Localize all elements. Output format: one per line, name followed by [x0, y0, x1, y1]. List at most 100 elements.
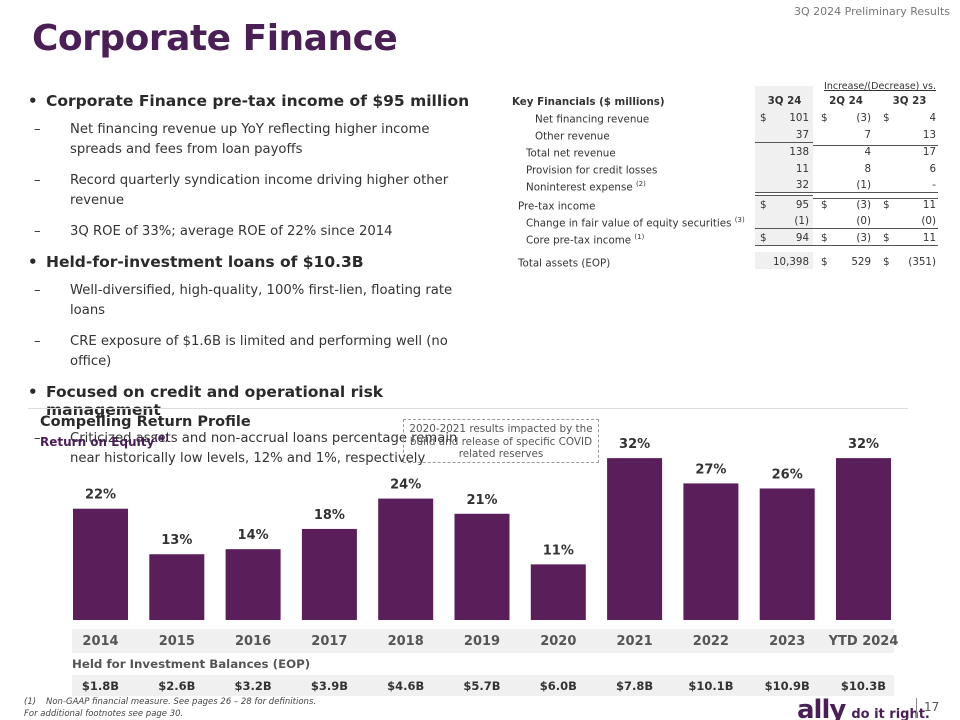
x-tick-label: 2022	[693, 634, 729, 649]
table-row: Total net revenue 138 4 17	[512, 142, 940, 159]
footnote-2: For additional footnotes see page 30.	[24, 709, 184, 719]
hfi-balances-label: Held for Investment Balances (EOP)	[72, 657, 311, 671]
bullet-pretax-income: • Corporate Finance pre-tax income of $95…	[28, 92, 470, 110]
row-label: Noninterest expense (2)	[526, 179, 646, 193]
cell-2q24: (0)	[813, 215, 875, 229]
table-row: Other revenue 37 7 13	[512, 125, 940, 142]
logo-wordmark: ally	[797, 695, 846, 720]
hfi-balance-value: $5.7B	[463, 679, 500, 693]
row-label: Change in fair value of equity securitie…	[526, 215, 745, 229]
x-tick-label: 2016	[235, 634, 271, 649]
bar-data-label: 26%	[772, 467, 803, 482]
cell-3q24: $94	[755, 229, 813, 246]
bar-data-label: 13%	[161, 533, 192, 548]
bar-2019	[454, 513, 510, 620]
bar-2022	[683, 483, 739, 620]
cell-3q23: (0)	[875, 215, 938, 229]
footnote-1: (1) Non-GAAP financial measure. See pages…	[24, 697, 317, 707]
col-header-2q24: 2Q 24	[829, 95, 863, 107]
cell-3q23: 6	[929, 163, 936, 175]
cell-2q24: (1)	[813, 179, 875, 193]
cell-3q23: -	[875, 179, 938, 193]
bar-data-label: 27%	[695, 462, 726, 477]
bar-2020	[530, 564, 586, 620]
x-tick-label: YTD 2024	[828, 634, 899, 649]
cell-3q24: (1)	[755, 212, 813, 229]
cell-2q24: $ (3)	[813, 232, 875, 246]
cell-3q23: $ (351)	[883, 256, 936, 268]
hfi-balance-value: $3.2B	[235, 679, 272, 693]
x-tick-label: 2021	[617, 634, 653, 649]
bar-data-label: 32%	[848, 437, 879, 452]
chart-title: Compelling Return Profile	[40, 414, 251, 430]
table-row: Noninterest expense (2) 32 (1) -	[512, 176, 940, 193]
table-title: Key Financials ($ millions)	[512, 96, 665, 108]
bullet-hfi-loans: • Held-for-investment loans of $10.3B	[28, 253, 364, 271]
cell-3q23: $11	[875, 232, 938, 246]
table-header-row: Key Financials ($ millions) 3Q 24 2Q 24 …	[512, 86, 940, 108]
x-tick-label: 2020	[540, 634, 576, 649]
bar-2021	[607, 458, 663, 620]
page-number: 17	[924, 700, 940, 714]
bar-data-label: 11%	[543, 543, 574, 558]
hfi-balance-value: $3.9B	[311, 679, 348, 693]
bar-data-label: 22%	[85, 488, 116, 503]
sub-bullet: – Net financing revenue up YoY reflecting…	[34, 122, 430, 157]
cell-3q23: 17	[875, 145, 938, 159]
hfi-balance-value: $10.3B	[841, 679, 886, 693]
bar-data-label: 14%	[238, 528, 269, 543]
logo-tagline: do it right.	[851, 707, 930, 720]
bar-2015	[149, 554, 205, 620]
bar-data-label: 21%	[466, 493, 497, 508]
logo-separator	[916, 698, 917, 718]
cell-3q24: $101	[755, 108, 813, 125]
sub-bullet: – Record quarterly syndication income dri…	[34, 173, 449, 208]
sub-bullet: – CRE exposure of $1.6B is limited and pe…	[34, 334, 448, 369]
cell-2q24: 8	[864, 163, 871, 175]
report-period-tag: 3Q 2024 Preliminary Results	[794, 5, 950, 18]
hfi-balance-value: $7.8B	[616, 679, 653, 693]
bar-ytd-2024	[836, 458, 891, 620]
hfi-band	[72, 675, 894, 696]
sub-bullet: – Criticized assets and non-accrual loans…	[34, 431, 458, 466]
table-row: Provision for credit losses 11 8 6	[512, 159, 940, 176]
x-tick-label: 2015	[159, 634, 195, 649]
key-points: • Corporate Finance pre-tax income of $95…	[28, 92, 498, 480]
col-header-3q24: 3Q 24	[755, 86, 813, 108]
cell-2q24: $ (3)	[821, 112, 871, 124]
cell-3q23: 13	[922, 129, 936, 141]
hfi-balance-value: $10.1B	[688, 679, 733, 693]
table-row: Net financing revenue $101 $ (3) $4	[512, 108, 940, 125]
cell-2q24: 4	[813, 145, 875, 159]
ally-logo: ally do it right.	[797, 695, 930, 720]
cell-3q24: 32	[755, 176, 813, 193]
table-row: Pre-tax income $95 $ (3) $11	[512, 195, 940, 212]
cell-3q24: 10,398	[755, 252, 813, 269]
page-title: Corporate Finance	[32, 18, 398, 59]
x-tick-label: 2017	[311, 634, 347, 649]
hfi-balance-value: $10.9B	[765, 679, 810, 693]
cell-2q24: $529	[821, 256, 871, 268]
row-label: Core pre-tax income (1)	[526, 232, 645, 246]
bar-data-label: 24%	[390, 478, 421, 493]
hfi-balance-value: $1.8B	[82, 679, 119, 693]
x-tick-label: 2019	[464, 634, 500, 649]
x-axis-band	[72, 629, 894, 653]
hfi-balance-value: $4.6B	[387, 679, 424, 693]
cell-3q24: 138	[755, 142, 813, 159]
x-tick-label: 2014	[82, 634, 118, 649]
bar-2016	[225, 549, 281, 620]
chart-subtitle: Return on Equity(4)	[40, 434, 169, 449]
row-label: Pre-tax income	[518, 200, 596, 212]
bullet-risk-management: • Focused on credit and operational risk …	[28, 383, 384, 419]
row-label: Total assets (EOP)	[518, 257, 611, 269]
cell-3q23: $11	[875, 198, 938, 212]
x-tick-label: 2018	[388, 634, 424, 649]
bar-2023	[759, 488, 815, 620]
bar-2017	[301, 528, 357, 620]
cell-3q23: $4	[883, 112, 936, 124]
sub-bullet: – Well-diversified, high-quality, 100% fi…	[34, 283, 453, 318]
bar-data-label: 32%	[619, 437, 650, 452]
x-tick-label: 2023	[769, 634, 805, 649]
